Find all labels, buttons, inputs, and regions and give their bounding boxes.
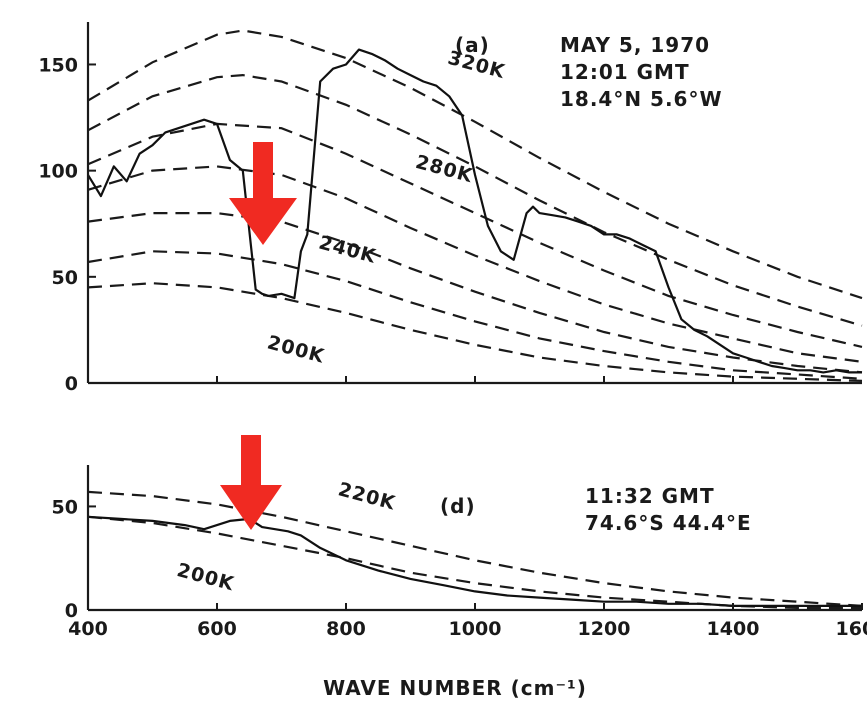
panel-a-spectrum [87, 48, 862, 374]
panel-d-time: 11:32 GMT [585, 484, 715, 508]
y-tick-label: 50 [52, 267, 78, 289]
x-tick-label: 1000 [449, 618, 502, 640]
panel-d-curve-labels: 220K 200K [175, 478, 399, 595]
x-axis-label: WAVE NUMBER (cm⁻¹) [323, 676, 587, 700]
y-tick-label: 50 [52, 496, 78, 518]
reference-curve-220K [87, 250, 863, 380]
y-tick-label: 0 [65, 600, 78, 622]
x-tick-label: 400 [68, 618, 108, 640]
panel-a-location: 18.4°N 5.6°W [560, 87, 723, 111]
panel-d: 0 50 400 600 800 1000 1200 1400 1600 220K 200K (d… [52, 435, 867, 700]
panel-a-red-arrow-icon [229, 142, 297, 245]
curve-label-240K: 240K [317, 232, 379, 268]
panel-a-reference-curves [87, 29, 863, 382]
panel-a-label: (a) [455, 33, 490, 57]
panel-d-location: 74.6°S 44.4°E [585, 511, 752, 535]
panel-d-axes: 0 50 400 600 800 1000 1200 1400 1600 [52, 465, 867, 640]
x-tick-label: 1600 [836, 618, 867, 640]
reference-curve-200K [87, 282, 863, 382]
measured-spectrum-line [87, 48, 862, 374]
reference-curve-300K [87, 73, 863, 327]
x-tick-label: 800 [326, 618, 366, 640]
curve-label-200K: 200K [265, 331, 327, 367]
x-tick-label: 600 [197, 618, 237, 640]
x-tick-label: 1400 [707, 618, 760, 640]
curve-label-200K: 200K [175, 559, 237, 595]
panel-d-red-arrow-icon [220, 435, 282, 530]
y-tick-label: 100 [38, 161, 78, 183]
reference-curve-280K [87, 122, 863, 348]
panel-a-time: 12:01 GMT [560, 60, 690, 84]
x-tick-label: 1200 [578, 618, 631, 640]
reference-curve-240K [87, 212, 863, 374]
panel-d-label: (d) [440, 494, 476, 518]
panel-a-axes: 0 50 100 150 [38, 22, 862, 395]
measured-spectrum-line [87, 515, 862, 608]
curve-label-280K: 280K [413, 151, 475, 187]
panel-a-date: MAY 5, 1970 [560, 33, 710, 57]
reference-curve-260K [87, 165, 863, 363]
y-tick-label: 150 [38, 54, 78, 76]
reference-curve-320K [87, 29, 863, 300]
y-tick-label: 0 [65, 373, 78, 395]
curve-label-220K: 220K [336, 478, 398, 514]
panel-d-spectrum [87, 515, 862, 608]
